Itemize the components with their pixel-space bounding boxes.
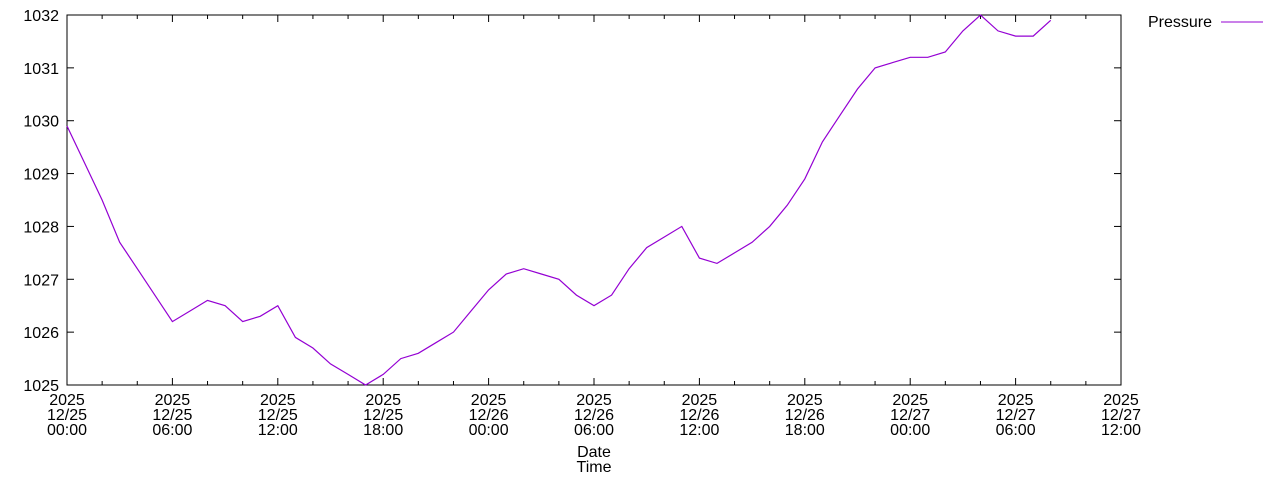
plot-border bbox=[66, 14, 1122, 386]
x-tick-label: 06:00 bbox=[574, 422, 614, 439]
x-tick-label: 00:00 bbox=[47, 422, 87, 439]
x-tick-label: 06:00 bbox=[996, 422, 1036, 439]
legend: Pressure bbox=[1148, 14, 1263, 31]
y-tick-label: 1030 bbox=[23, 114, 59, 131]
series-line-pressure bbox=[66, 14, 1052, 386]
x-tick-label: 12/27 bbox=[890, 407, 930, 424]
x-tick-label: 12/26 bbox=[785, 407, 825, 424]
x-tick-label: 18:00 bbox=[363, 422, 403, 439]
x-tick-label: 12/26 bbox=[574, 407, 614, 424]
x-tick-label: 2025 bbox=[49, 392, 85, 409]
x-tick-label: 2025 bbox=[155, 392, 191, 409]
y-tick-label: 1027 bbox=[23, 272, 59, 289]
x-tick-label: 2025 bbox=[998, 392, 1034, 409]
x-tick-label: 2025 bbox=[682, 392, 718, 409]
x-tick-label: 12/25 bbox=[363, 407, 403, 424]
x-axis-label-line2: Time bbox=[577, 459, 612, 476]
x-tick-label: 00:00 bbox=[469, 422, 509, 439]
x-tick-label: 12/27 bbox=[1101, 407, 1141, 424]
x-tick-label: 2025 bbox=[365, 392, 401, 409]
legend-label-pressure: Pressure bbox=[1148, 14, 1212, 31]
x-tick-label: 00:00 bbox=[890, 422, 930, 439]
y-tick-label: 1032 bbox=[23, 8, 59, 25]
x-tick-label: 12/27 bbox=[996, 407, 1036, 424]
x-tick-label: 12:00 bbox=[258, 422, 298, 439]
x-tick-label: 2025 bbox=[892, 392, 928, 409]
x-tick-label: 12/26 bbox=[679, 407, 719, 424]
x-axis-label-line1: Date bbox=[577, 444, 611, 461]
x-tick-label: 2025 bbox=[576, 392, 612, 409]
y-tick-label: 1028 bbox=[23, 219, 59, 236]
x-tick-label: 2025 bbox=[1103, 392, 1139, 409]
x-tick-label: 12/25 bbox=[258, 407, 298, 424]
x-tick-label: 12/25 bbox=[152, 407, 192, 424]
x-tick-label: 12/26 bbox=[469, 407, 509, 424]
x-tick-label: 2025 bbox=[471, 392, 507, 409]
y-tick-label: 1029 bbox=[23, 167, 59, 184]
x-tick-label: 2025 bbox=[260, 392, 296, 409]
y-tick-label: 1031 bbox=[23, 61, 59, 78]
x-tick-label: 12/25 bbox=[47, 407, 87, 424]
y-tick-label: 1026 bbox=[23, 325, 59, 342]
x-tick-label: 12:00 bbox=[1101, 422, 1141, 439]
y-tick-label: 1025 bbox=[23, 378, 59, 395]
x-tick-label: 12:00 bbox=[679, 422, 719, 439]
x-tick-label: 06:00 bbox=[152, 422, 192, 439]
x-tick-label: 2025 bbox=[787, 392, 823, 409]
x-tick-label: 18:00 bbox=[785, 422, 825, 439]
